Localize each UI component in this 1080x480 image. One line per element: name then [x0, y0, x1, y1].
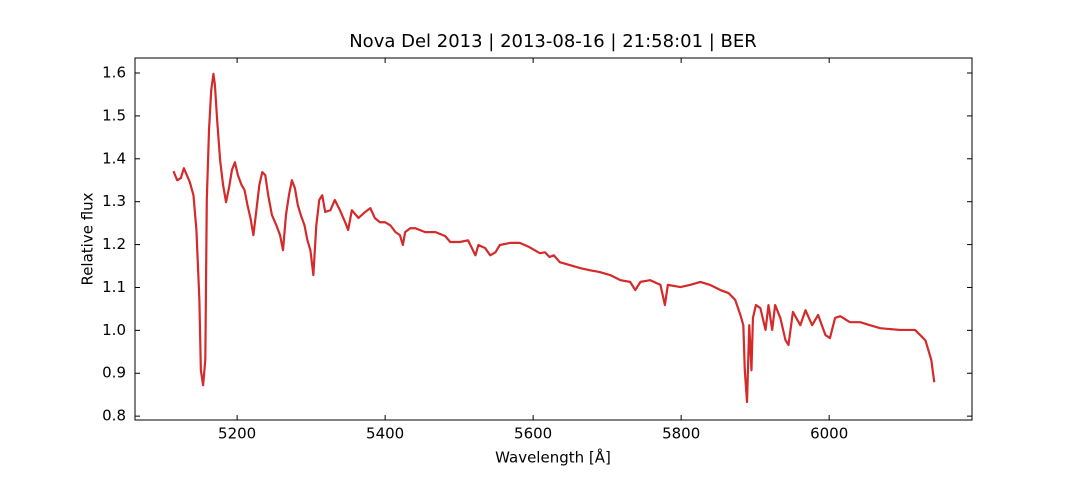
y-tick-label: 0.8: [102, 407, 126, 425]
x-tick-label: 5400: [366, 425, 404, 443]
y-tick-label: 1.2: [102, 235, 126, 253]
x-tick-label: 6000: [810, 425, 848, 443]
chart-title: Nova Del 2013 | 2013-08-16 | 21:58:01 | …: [349, 31, 757, 52]
y-tick-label: 1.5: [102, 106, 126, 124]
spectrum-line: [172, 72, 936, 404]
y-tick-label: 0.9: [102, 364, 126, 382]
x-tick-label: 5800: [662, 425, 700, 443]
y-tick-label: 1.4: [102, 149, 126, 167]
y-tick-label: 1.3: [102, 192, 126, 210]
y-tick-label: 1.1: [102, 278, 126, 296]
x-tick-label: 5600: [514, 425, 552, 443]
y-axis-label: Relative flux: [79, 192, 97, 285]
y-tick-label: 1.6: [102, 64, 126, 82]
x-axis-label: Wavelength [Å]: [495, 448, 611, 467]
y-tick-label: 1.0: [102, 321, 126, 339]
plot-frame: [134, 57, 973, 421]
x-tick-label: 5200: [218, 425, 256, 443]
